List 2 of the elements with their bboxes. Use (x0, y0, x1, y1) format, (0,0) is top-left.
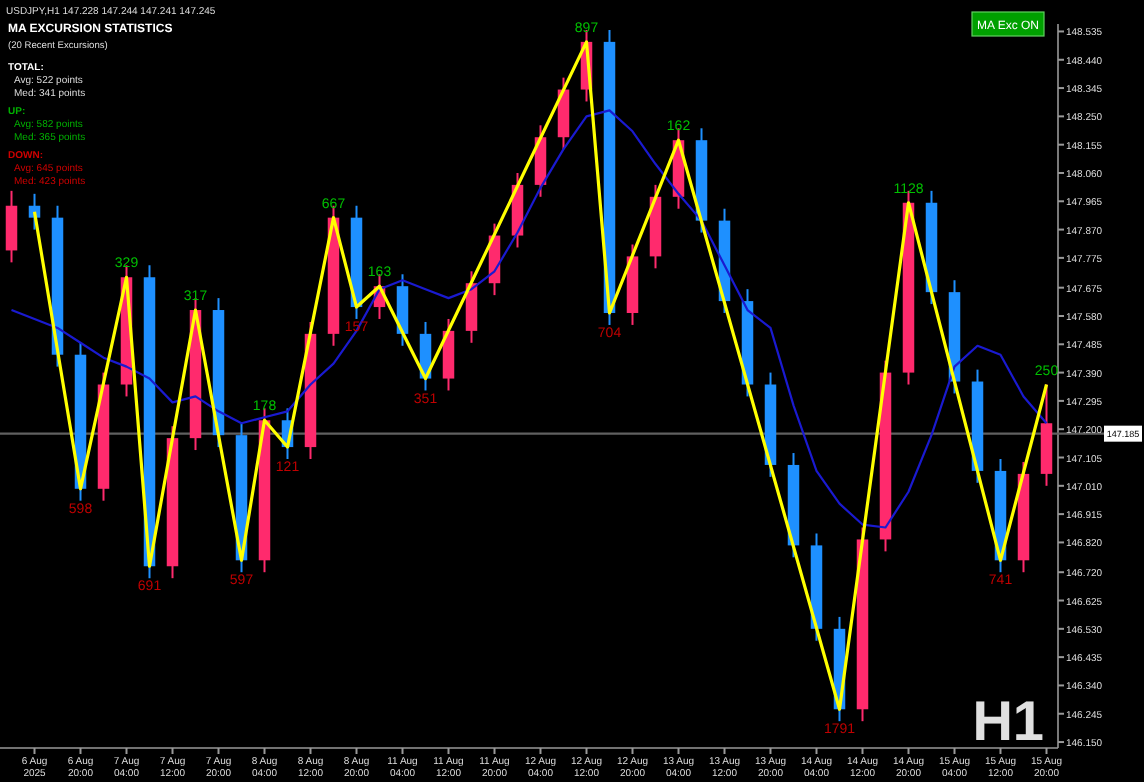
annotation: H1 (972, 690, 1044, 752)
candlestick (5, 189, 18, 264)
